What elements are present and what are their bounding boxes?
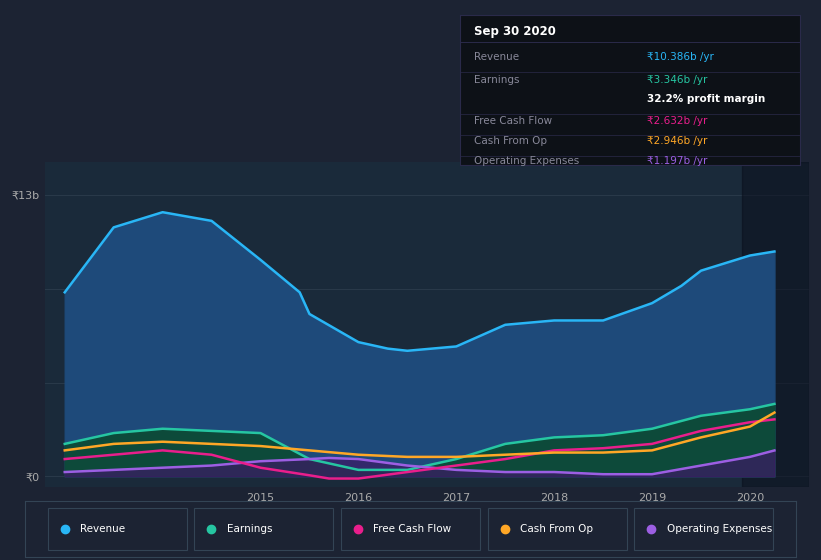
Text: Sep 30 2020: Sep 30 2020 xyxy=(474,26,556,39)
Text: Operating Expenses: Operating Expenses xyxy=(474,156,579,166)
Text: Free Cash Flow: Free Cash Flow xyxy=(474,115,552,125)
FancyBboxPatch shape xyxy=(635,508,773,550)
FancyBboxPatch shape xyxy=(195,508,333,550)
FancyBboxPatch shape xyxy=(341,508,480,550)
Text: ₹10.386b /yr: ₹10.386b /yr xyxy=(647,53,714,63)
FancyBboxPatch shape xyxy=(488,508,626,550)
Text: ₹1.197b /yr: ₹1.197b /yr xyxy=(647,156,708,166)
Text: Revenue: Revenue xyxy=(474,53,519,63)
Text: Earnings: Earnings xyxy=(227,524,273,534)
Text: 32.2% profit margin: 32.2% profit margin xyxy=(647,95,765,105)
Text: Revenue: Revenue xyxy=(80,524,126,534)
Text: Operating Expenses: Operating Expenses xyxy=(667,524,772,534)
Text: Free Cash Flow: Free Cash Flow xyxy=(374,524,452,534)
Text: ₹3.346b /yr: ₹3.346b /yr xyxy=(647,75,708,85)
Bar xyxy=(742,162,809,487)
Text: Cash From Op: Cash From Op xyxy=(520,524,593,534)
Text: ₹2.946b /yr: ₹2.946b /yr xyxy=(647,137,708,147)
Text: ₹2.632b /yr: ₹2.632b /yr xyxy=(647,115,708,125)
Text: Cash From Op: Cash From Op xyxy=(474,137,547,147)
Text: Earnings: Earnings xyxy=(474,75,519,85)
FancyBboxPatch shape xyxy=(48,508,186,550)
